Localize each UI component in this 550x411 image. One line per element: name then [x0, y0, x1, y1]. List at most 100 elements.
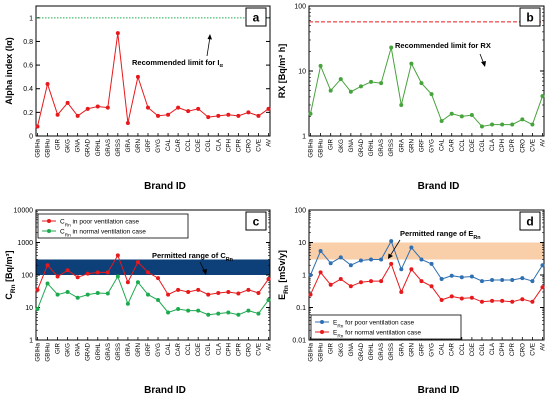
data-point — [186, 109, 191, 114]
data-point — [226, 289, 231, 294]
data-point — [135, 74, 140, 79]
x-tick-label: GRN — [408, 343, 415, 357]
x-tick-label: GBIHu — [45, 342, 52, 361]
y-tick-label: 0.8 — [23, 39, 33, 46]
y-axis-title: RX [Bq/m² h] — [277, 44, 287, 99]
x-axis-title: Brand ID — [144, 181, 186, 192]
x-tick-label: GNA — [75, 342, 82, 356]
data-point — [490, 298, 495, 303]
panel-letter: d — [526, 215, 533, 229]
x-tick-label: CCL — [185, 342, 192, 355]
data-point — [419, 279, 424, 284]
x-tick-label: AV — [265, 342, 272, 351]
data-point — [308, 111, 313, 116]
data-point — [479, 124, 484, 129]
data-point — [45, 263, 50, 268]
legend-label: ERn for poor ventilation case — [333, 320, 414, 329]
data-point — [338, 277, 343, 282]
data-point — [166, 310, 171, 315]
data-point — [449, 111, 454, 116]
y-tick-label: 1 — [302, 273, 306, 280]
data-point — [95, 104, 100, 109]
x-tick-label: GRN — [408, 139, 415, 153]
data-point — [520, 297, 525, 302]
data-point — [125, 280, 130, 285]
data-point — [338, 77, 343, 82]
data-point — [105, 270, 110, 275]
data-point — [226, 310, 231, 315]
data-point — [409, 245, 414, 250]
permitted-range-band — [309, 242, 544, 260]
x-tick-label: GRAD — [85, 138, 92, 156]
data-point — [236, 113, 241, 118]
x-tick-label: CAR — [449, 138, 456, 152]
x-tick-label: CVE — [255, 139, 262, 152]
data-point — [246, 287, 251, 292]
x-tick-label: CRO — [245, 343, 252, 357]
data-point — [500, 278, 505, 283]
data-point — [409, 61, 414, 66]
x-tick-label: CAR — [449, 342, 456, 356]
data-point — [256, 290, 261, 295]
panel-d: 0.01 0.1 1 10 100 GBIHa GBIHu GIR GKG GNA GRAD GRHL… — [277, 208, 546, 397]
y-tick-label: 10 — [298, 240, 306, 247]
data-point — [459, 275, 464, 280]
data-point — [125, 301, 130, 306]
data-point — [379, 279, 384, 284]
x-tick-label: GBIHa — [35, 138, 42, 157]
x-tick-label: GIR — [328, 138, 335, 150]
x-tick-label: GRN — [135, 139, 142, 153]
panel-letter-box — [245, 211, 267, 231]
data-point — [540, 94, 545, 99]
x-tick-label: GRSS — [115, 139, 122, 157]
data-point — [328, 282, 333, 287]
x-tick-label: GRHL — [95, 138, 102, 156]
x-tick-label: GRSS — [388, 343, 395, 361]
annotation-arrowhead — [388, 253, 393, 259]
legend-label: CRn in poor ventilation case — [60, 219, 139, 228]
x-tick-label: GBIHu — [318, 342, 325, 361]
x-tick-label: GRF — [145, 343, 152, 356]
data-point — [135, 260, 140, 265]
data-point — [266, 298, 271, 303]
data-point — [216, 290, 221, 295]
x-tick-label: GBIHu — [318, 138, 325, 157]
legend-swatch-marker — [320, 330, 324, 334]
panel-a: 0 0.2 0.4 0.6 0.8 1 GBIHa GBIHu GIR GKG GNA GRAD GRH… — [4, 5, 272, 192]
data-point — [246, 110, 251, 115]
band-label: Permitted range of CRn — [152, 251, 233, 263]
x-tick-label: GRAS — [378, 139, 385, 157]
x-tick-label: GRAS — [378, 343, 385, 361]
data-point — [520, 276, 525, 281]
x-tick-label: GRA — [125, 342, 132, 356]
data-point — [469, 295, 474, 300]
x-tick-label: CAL — [439, 342, 446, 355]
y-axis-title: CRn [Bq/m³] — [4, 250, 17, 299]
y-tick-label: 1 — [29, 15, 33, 22]
data-point — [338, 255, 343, 260]
x-tick-label: GYG — [155, 139, 162, 153]
x-tick-label: CGE — [195, 139, 202, 152]
series-line — [37, 275, 269, 316]
data-point — [45, 82, 50, 86]
y-tick-label: 1000 — [17, 240, 33, 247]
x-tick-label: AV — [539, 138, 546, 147]
legend-swatch-marker — [47, 229, 51, 233]
data-point — [449, 294, 454, 299]
y-tick-label: 0.1 — [296, 305, 306, 312]
x-tick-label: GBIHa — [35, 342, 42, 361]
data-point — [55, 112, 60, 117]
x-tick-label: GIR — [55, 138, 62, 150]
annotation-arrowhead — [207, 34, 212, 40]
annotation-arrow — [206, 36, 211, 57]
data-point — [206, 292, 211, 297]
legend-label: CRn in normal ventilation case — [60, 229, 146, 238]
panel-letter: b — [526, 11, 533, 25]
data-point — [369, 257, 374, 262]
y-tick-label: 100 — [294, 208, 306, 215]
x-tick-label: CRO — [519, 343, 526, 357]
x-tick-label: CVE — [255, 343, 262, 356]
x-tick-label: GKG — [65, 343, 72, 357]
data-point — [145, 292, 150, 297]
